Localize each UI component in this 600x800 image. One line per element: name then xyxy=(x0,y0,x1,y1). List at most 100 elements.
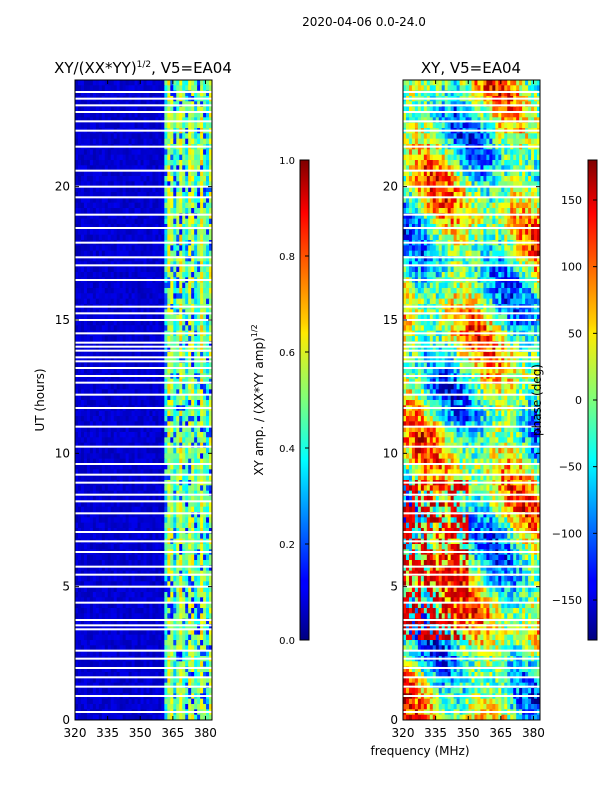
heatmap-cell xyxy=(92,208,97,214)
heatmap-cell xyxy=(161,522,165,529)
heatmap-cell xyxy=(173,160,177,166)
heatmap-cell xyxy=(116,80,121,86)
heatmap-cell xyxy=(164,362,168,369)
heatmap-cell xyxy=(131,629,136,636)
heatmap-cell xyxy=(164,314,168,321)
heatmap-cell xyxy=(116,400,121,406)
heatmap-cell xyxy=(110,325,115,332)
heatmap-cell xyxy=(191,170,195,177)
heatmap-cell xyxy=(167,160,171,166)
heatmap-cell xyxy=(110,282,115,289)
heatmap-cell xyxy=(176,586,180,593)
heatmap-cell xyxy=(182,85,186,92)
heatmap-cell xyxy=(203,576,207,582)
heatmap-cell xyxy=(95,266,100,273)
heatmap-cell xyxy=(200,485,204,492)
heatmap-cell xyxy=(206,298,210,305)
heatmap-cell xyxy=(143,624,148,630)
heatmap-cell xyxy=(209,245,212,252)
heatmap-cell xyxy=(197,272,201,278)
heatmap-cell xyxy=(89,576,94,582)
heatmap-cell xyxy=(116,112,121,118)
heatmap-cell xyxy=(206,421,210,428)
heatmap-cell xyxy=(161,570,165,577)
heatmap-cell xyxy=(188,266,192,273)
heatmap-cell xyxy=(125,368,130,374)
heatmap-cell xyxy=(161,490,165,497)
heatmap-cell xyxy=(104,474,109,481)
heatmap-cell xyxy=(200,426,204,433)
heatmap-cell xyxy=(158,229,162,236)
heatmap-cell xyxy=(80,394,85,401)
heatmap-cell xyxy=(134,122,139,129)
heatmap-cell xyxy=(119,101,124,108)
heatmap-cell xyxy=(98,581,103,588)
heatmap-cell xyxy=(104,410,109,417)
heatmap-cell xyxy=(155,224,159,230)
heatmap-cell xyxy=(80,122,85,129)
heatmap-cell xyxy=(101,565,106,572)
heatmap-cell xyxy=(119,608,124,614)
heatmap-cell xyxy=(164,496,168,502)
heatmap-cell xyxy=(143,122,148,129)
heatmap-cell xyxy=(104,357,109,364)
heatmap-cell xyxy=(77,394,82,401)
heatmap-cell xyxy=(182,288,186,294)
heatmap-cell xyxy=(89,154,94,161)
heatmap-cell xyxy=(191,352,195,358)
heatmap-cell xyxy=(128,533,133,540)
heatmap-cell xyxy=(158,554,162,561)
heatmap-cell xyxy=(104,458,109,465)
heatmap-cell xyxy=(95,469,100,476)
heatmap-cell xyxy=(161,597,165,604)
heatmap-cell xyxy=(75,506,79,513)
heatmap-cell xyxy=(104,464,109,470)
heatmap-cell xyxy=(110,437,115,444)
heatmap-cell xyxy=(182,106,186,113)
heatmap-cell xyxy=(113,528,118,534)
heatmap-cell xyxy=(173,149,177,156)
heatmap-cell xyxy=(170,400,174,406)
heatmap-cell xyxy=(188,421,192,428)
heatmap-cell xyxy=(98,410,103,417)
heatmap-cell xyxy=(104,325,109,332)
heatmap-cell xyxy=(125,613,130,620)
heatmap-cell xyxy=(173,469,177,476)
heatmap-cell xyxy=(200,368,204,374)
heatmap-cell xyxy=(206,613,210,620)
heatmap-cell xyxy=(98,85,103,92)
heatmap-cell xyxy=(194,421,198,428)
heatmap-cell xyxy=(173,181,177,188)
heatmap-cell xyxy=(125,341,130,348)
heatmap-cell xyxy=(113,357,118,364)
heatmap-cell xyxy=(131,517,136,524)
heatmap-cell xyxy=(191,528,195,534)
heatmap-cell xyxy=(146,389,151,396)
heatmap-cell xyxy=(134,432,139,438)
heatmap-cell xyxy=(101,592,106,598)
heatmap-cell xyxy=(164,629,168,636)
heatmap-cell xyxy=(89,357,94,364)
heatmap-cell xyxy=(161,85,165,92)
heatmap-cell xyxy=(104,186,109,193)
heatmap-cell xyxy=(146,629,151,636)
heatmap-cell xyxy=(137,234,142,241)
heatmap-cell xyxy=(197,426,201,433)
heatmap-cell xyxy=(137,458,142,465)
heatmap-cell xyxy=(122,650,127,657)
heatmap-cell xyxy=(194,149,198,156)
amplitude-panel-title: XY/(XX*YY)1/2, V5=EA04 xyxy=(54,59,232,77)
heatmap-cell xyxy=(164,224,168,230)
heatmap-cell xyxy=(128,336,133,342)
heatmap-cell xyxy=(143,485,148,492)
heatmap-cell xyxy=(143,314,148,321)
heatmap-cell xyxy=(125,629,130,636)
heatmap-cell xyxy=(158,645,162,652)
heatmap-cell xyxy=(203,90,207,97)
heatmap-cell xyxy=(197,218,201,225)
heatmap-cell xyxy=(125,346,130,353)
heatmap-cell xyxy=(197,650,201,657)
heatmap-cell xyxy=(98,618,103,625)
heatmap-cell xyxy=(128,517,133,524)
heatmap-cell xyxy=(75,352,79,358)
